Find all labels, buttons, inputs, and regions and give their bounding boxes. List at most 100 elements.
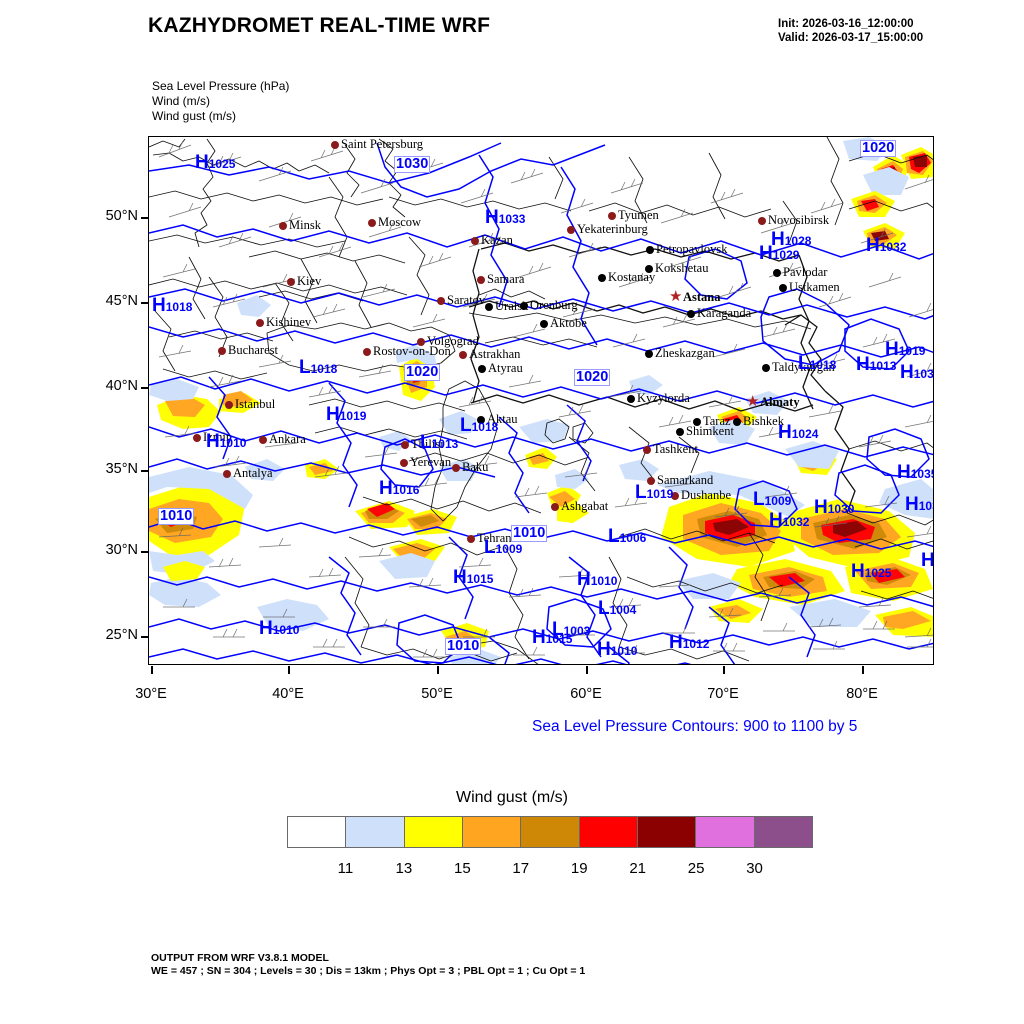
high-pressure-marker: H1010	[259, 618, 299, 640]
city-marker	[520, 302, 528, 310]
city-marker	[693, 418, 701, 426]
city-label: Kiev	[297, 274, 322, 288]
pressure-center-value: 1010	[610, 644, 638, 658]
pressure-center-value: 1033	[498, 212, 526, 226]
low-pressure-marker: L1019	[635, 482, 673, 504]
pressure-center-type: H	[195, 152, 209, 173]
city-label: Rostov-on-Don	[373, 344, 451, 358]
pressure-center-type: L	[299, 357, 311, 378]
city-marker	[287, 278, 295, 286]
pressure-center-type: L	[753, 489, 765, 510]
pressure-center-value: 1016	[392, 483, 420, 497]
pressure-center-value: 1015	[545, 632, 573, 646]
footer-line-config: WE = 457 ; SN = 304 ; Levels = 30 ; Dis …	[151, 965, 586, 977]
city-marker	[259, 436, 267, 444]
capital-star-icon: ★	[746, 393, 760, 410]
city-marker	[478, 365, 486, 373]
city-marker	[417, 338, 425, 346]
pressure-center-type: H	[759, 243, 773, 264]
high-pressure-marker: H1032	[769, 510, 809, 532]
city-marker	[643, 446, 651, 454]
city-label: Samarkand	[657, 473, 714, 487]
high-pressure-marker: H1030	[814, 497, 854, 519]
lon-tick-label: 60°E	[570, 686, 602, 702]
pressure-center-type: H	[778, 422, 792, 443]
city-label: Tashkent	[653, 442, 698, 456]
lat-tick-label: 45°N	[105, 293, 138, 309]
field-legend-wind: Wind (m/s)	[152, 93, 210, 108]
lon-tick-mark	[151, 666, 153, 674]
city-label: Petropavlovsk	[656, 242, 728, 256]
colorbar-tick-label: 11	[337, 860, 354, 877]
low-pressure-marker: L1018	[460, 415, 498, 437]
pressure-center-type: H	[866, 235, 880, 256]
colorbar-tick-label: 21	[629, 860, 646, 877]
city-label: Novosibirsk	[768, 213, 830, 227]
high-pressure-marker: H1035	[897, 462, 933, 484]
pressure-center-value: 1033	[913, 367, 934, 381]
high-pressure-marker: H1015	[453, 567, 493, 589]
high-pressure-marker: H1028	[771, 229, 811, 251]
city-marker	[485, 303, 493, 311]
low-pressure-marker: L1006	[608, 526, 646, 548]
city-label: Baku	[462, 460, 489, 474]
city-marker	[400, 459, 408, 467]
pressure-center-type: H	[897, 462, 911, 483]
city-label: Kishinev	[266, 315, 312, 329]
lon-tick-label: 70°E	[707, 686, 739, 702]
city-marker	[218, 347, 226, 355]
pressure-center-type: L	[484, 537, 496, 558]
city-label: Astrakhan	[469, 347, 521, 361]
pressure-center-value: 1010	[219, 436, 247, 450]
pressure-center-value: 1018	[809, 358, 837, 372]
pressure-center-value: 1015	[466, 572, 494, 586]
weather-map[interactable]: Saint Petersburg Minsk Moscow Kiev Kishinev B…	[148, 136, 934, 665]
pressure-center-type: H	[856, 354, 870, 375]
lon-tick-mark	[586, 666, 588, 674]
city-marker	[598, 274, 606, 282]
city-label: Samara	[487, 272, 525, 286]
high-pressure-marker: H1021	[921, 550, 933, 572]
colorbar	[287, 816, 813, 848]
city-marker	[551, 503, 559, 511]
colorbar-swatch	[754, 817, 812, 847]
pressure-center-type: H	[814, 497, 828, 518]
city-marker	[452, 464, 460, 472]
colorbar-tick-label: 17	[512, 860, 530, 877]
high-pressure-marker: H1029	[759, 243, 799, 265]
contour-interval-note: Sea Level Pressure Contours: 900 to 1100…	[532, 718, 858, 735]
isobar-value-label: 1030	[394, 156, 431, 173]
city-marker	[762, 364, 770, 372]
city-label: Yerevan	[410, 455, 452, 469]
pressure-center-value: 1019	[339, 409, 367, 423]
colorbar-swatch	[579, 817, 638, 847]
city-marker	[256, 319, 264, 327]
city-marker	[368, 219, 376, 227]
page-title: KAZHYDROMET REAL-TIME WRF	[148, 14, 491, 37]
pressure-center-type: H	[669, 632, 683, 653]
city-label: Shimkent	[686, 424, 734, 438]
pressure-center-value: 1028	[784, 234, 812, 248]
pressure-center-value: 1004	[609, 603, 637, 617]
pressure-center-value: 1018	[310, 362, 338, 376]
isobar-contours	[149, 142, 933, 664]
city-label: Antalya	[233, 466, 273, 480]
lon-tick-label: 30°E	[135, 686, 167, 702]
city-marker	[540, 320, 548, 328]
lon-tick-label: 40°E	[272, 686, 304, 702]
capital-star-icon: ★	[669, 288, 683, 305]
lon-tick-mark	[437, 666, 439, 674]
pressure-center-value: 1030	[827, 502, 855, 516]
pressure-center-value: 1018	[471, 420, 499, 434]
city-marker	[687, 310, 695, 318]
city-marker	[363, 348, 371, 356]
city-marker	[279, 222, 287, 230]
map-annotations: Saint Petersburg Minsk Moscow Kiev Kishinev B…	[149, 137, 934, 664]
low-pressure-marker: L1013	[420, 432, 458, 454]
pressure-center-value: 1032	[782, 515, 810, 529]
low-pressure-marker: L1009	[753, 489, 791, 511]
city-marker	[647, 477, 655, 485]
city-label: Moscow	[378, 215, 422, 229]
city-marker	[459, 351, 467, 359]
city-label: Zheskazgan	[655, 346, 715, 360]
